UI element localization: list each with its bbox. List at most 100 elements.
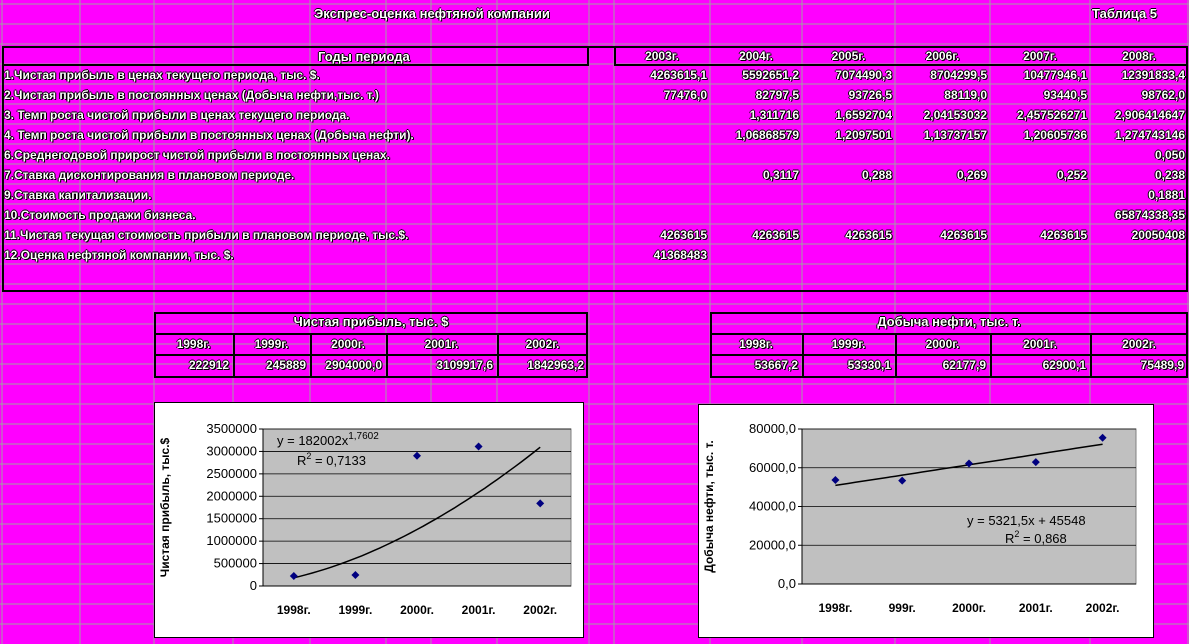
table-value: 75489,9 <box>1140 358 1184 372</box>
row-value: 4263615 <box>752 228 799 242</box>
row-label: 12.Оценка нефтяной компании, тыс. $. <box>4 248 234 262</box>
row-value: 93726,5 <box>848 88 892 102</box>
data-point <box>351 570 360 579</box>
table-col-divider <box>1090 333 1092 378</box>
row-value: 65874338,35 <box>1114 208 1185 222</box>
y-axis-label: Добыча нефти, тыс. т. <box>702 440 716 572</box>
x-tick-label: 2002г. <box>523 603 557 617</box>
main-table <box>2 46 1188 292</box>
profit-table-title: Чистая прибыль, тыс. $ <box>293 314 449 329</box>
x-tick-label: 2000г. <box>400 603 434 617</box>
table-value: 53330,1 <box>847 358 891 372</box>
row-value: 12391833,4 <box>1121 68 1185 82</box>
trend-equation: y = 5321,5x + 45548 <box>967 513 1086 528</box>
row-value: 10477946,1 <box>1023 68 1087 82</box>
row-value: 0,238 <box>1154 168 1185 182</box>
row-value: 8704299,5 <box>930 68 987 82</box>
table-value: 245889 <box>265 358 306 372</box>
row-value: 0,3117 <box>762 168 799 182</box>
y-tick-label: 0 <box>250 578 257 593</box>
year-header-3: 2006г. <box>925 49 960 63</box>
row-value: 20050408 <box>1131 228 1185 242</box>
equation-text: y = 5321,5x + 45548 <box>967 513 1086 528</box>
oil-chart-svg: 0,0 20000,0 40000,0 60000,0 80000,0 1998г. 999… <box>702 421 1137 615</box>
table-value: 62177,9 <box>942 358 986 372</box>
table-col-divider <box>497 333 499 378</box>
table-col-divider <box>990 333 992 378</box>
row-label: 6.Среднегодовой прирост чистой прибыли в… <box>4 148 390 162</box>
row-value: 0,269 <box>956 168 987 182</box>
row-value: 0,1881 <box>1148 188 1185 202</box>
profit-table <box>154 312 588 378</box>
y-tick-label: 0,0 <box>778 576 796 591</box>
row-value: 1,274743146 <box>1114 128 1185 142</box>
oil-table <box>710 312 1188 378</box>
data-point <box>413 451 421 460</box>
table-col-divider <box>895 333 897 378</box>
table-year: 2001г. <box>424 337 459 351</box>
table-col-divider <box>802 333 804 378</box>
table-divider <box>154 354 588 356</box>
data-point <box>831 476 840 485</box>
r2-value: = 0,868 <box>1019 531 1066 546</box>
year-header-4: 2007г. <box>1023 49 1057 63</box>
row-value: 1,6592704 <box>835 108 892 122</box>
y-tick-label: 40000,0 <box>749 499 796 514</box>
table-year: 1998г. <box>739 337 773 351</box>
row-label: 4. Темп роста чистой прибыли в постоянны… <box>4 128 414 142</box>
x-tick-label: 1998г. <box>277 603 311 617</box>
row-label: 1.Чистая прибыль в ценах текущего период… <box>4 68 320 82</box>
oil-table-title: Добыча нефти, тыс. т. <box>877 314 1021 329</box>
row-value: 0,288 <box>861 168 892 182</box>
table-year: 2000г. <box>925 337 960 351</box>
trendline <box>293 446 541 579</box>
y-axis-label: Чистая прибыль, тыс.$ <box>158 437 172 577</box>
r2-label: R <box>1005 531 1014 546</box>
table-value: 1842963,2 <box>527 358 584 372</box>
row-value: 1,20605736 <box>1023 128 1087 142</box>
table-number: Таблица 5 <box>1092 6 1158 21</box>
table-divider <box>710 333 1188 335</box>
r2-label: R <box>297 453 306 468</box>
row-label: 10.Стоимость продажи бизнеса. <box>4 208 196 222</box>
main-header-years <box>614 46 1188 66</box>
row-value: 2,906414647 <box>1114 108 1185 122</box>
row-label: 9.Ставка капитализации. <box>4 188 152 202</box>
year-header-1: 2004г. <box>739 49 773 63</box>
table-value: 3109917,6 <box>436 358 493 372</box>
table-year: 2001г. <box>1023 337 1057 351</box>
r2-value: = 0,7133 <box>311 453 366 468</box>
table-value: 53667,2 <box>754 358 798 372</box>
table-value: 222912 <box>188 358 229 372</box>
row-value: 4263615 <box>940 228 987 242</box>
equation-exponent: 1,7602 <box>348 431 379 442</box>
x-tick-label: 999г. <box>889 601 916 615</box>
year-header-2: 2005г. <box>831 49 866 63</box>
row-value: 98762,0 <box>1141 88 1185 102</box>
row-label: 2.Чистая прибыль в постоянных ценах (Доб… <box>4 88 379 102</box>
main-header-label-cell <box>2 46 589 66</box>
r2-superscript: 2 <box>1014 529 1019 539</box>
y-tick-label: 1000000 <box>206 533 257 548</box>
table-col-divider <box>233 333 235 378</box>
row-value: 41368483 <box>653 248 707 262</box>
row-value: 77476,0 <box>663 88 707 102</box>
row-value: 2,04153032 <box>923 108 987 122</box>
equation-text: y = 182002x <box>277 433 349 448</box>
r2-superscript: 2 <box>306 451 311 461</box>
y-tick-label: 1500000 <box>206 511 257 526</box>
table-year: 2000г. <box>331 337 365 351</box>
table-divider <box>154 333 588 335</box>
row-value: 1,311716 <box>749 108 799 122</box>
y-tick-label: 20000,0 <box>749 537 796 552</box>
row-value: 7074490,3 <box>835 68 892 82</box>
x-tick-label: 2002г. <box>1086 601 1120 615</box>
table-year: 2002г. <box>1122 337 1156 351</box>
y-tick-label: 2000000 <box>206 488 257 503</box>
page-title: Экспрес-оценка нефтяной компании <box>314 6 550 21</box>
data-point <box>965 459 973 468</box>
data-point <box>474 442 483 451</box>
y-tick-label: 500000 <box>214 556 257 571</box>
y-tick-label: 2500000 <box>206 466 257 481</box>
row-value: 4263615,1 <box>650 68 707 82</box>
